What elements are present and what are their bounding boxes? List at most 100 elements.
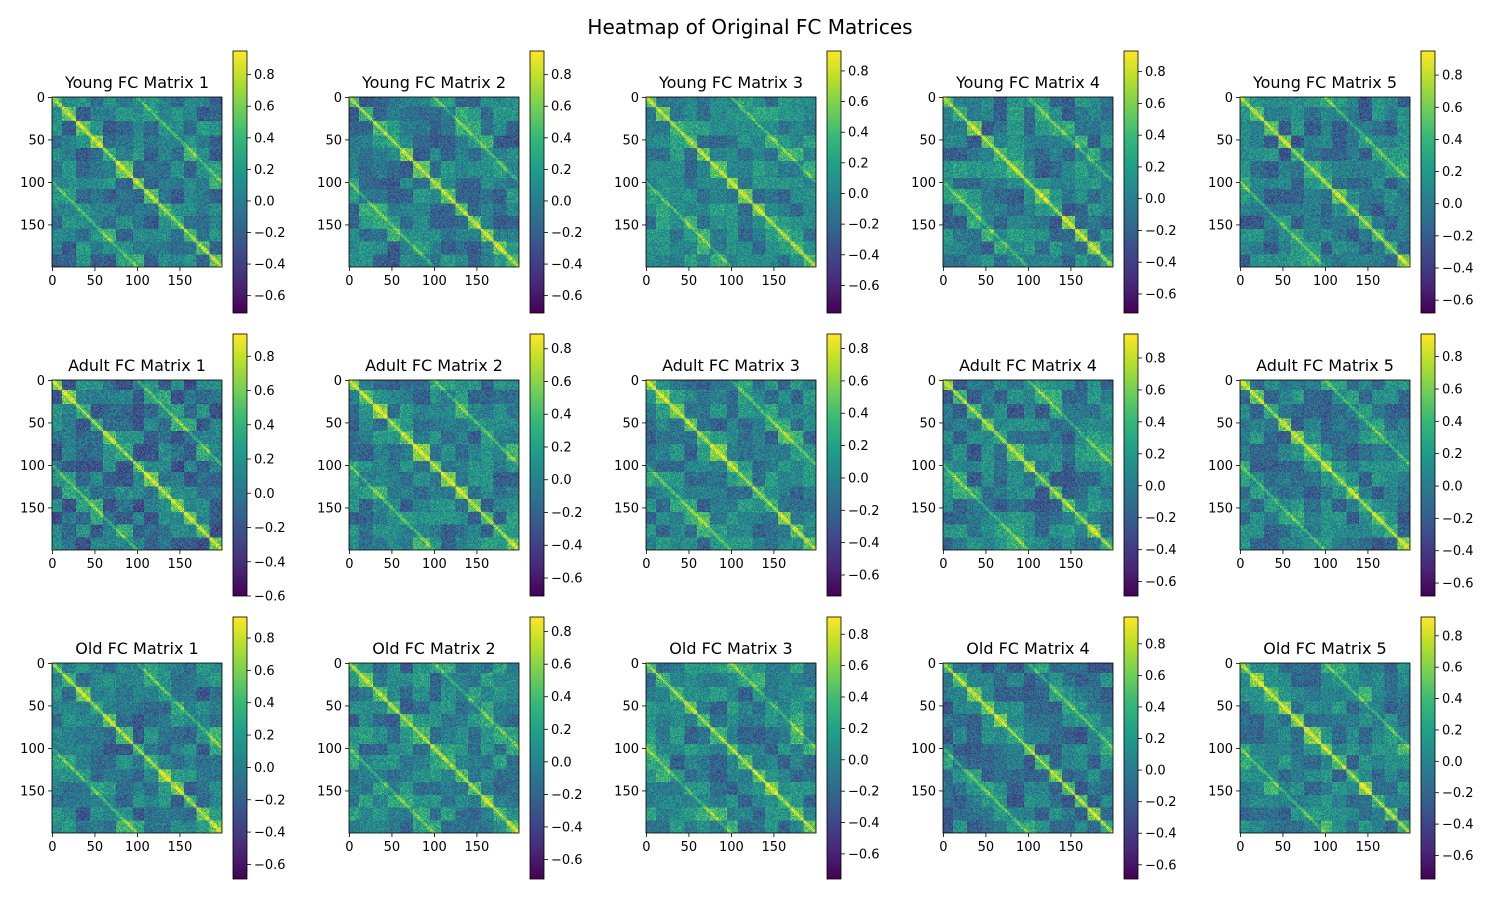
- axes-frame: [51, 379, 223, 551]
- y-tick-label: 50: [28, 133, 45, 148]
- colorbar-tick-label: 0.4: [254, 696, 275, 711]
- y-tick-label: 100: [614, 176, 639, 191]
- heatmap-panel: Old FC Matrix 4 0 50 100 150 0 50 100 150 −0.6 −0.…: [911, 616, 1177, 880]
- y-tick-label: 50: [919, 699, 936, 714]
- colorbar-tick-label: −0.4: [1145, 827, 1177, 842]
- x-tick-label: 50: [1275, 274, 1292, 289]
- heatmap-panel: Young FC Matrix 5 0 50 100 150 0 50 100 150 −0.6 −…: [1208, 50, 1474, 314]
- x-tick-label: 100: [125, 840, 150, 855]
- x-tick-label: 100: [719, 274, 744, 289]
- y-tick-label: 150: [20, 218, 45, 233]
- colorbar-tick-label: −0.4: [254, 258, 286, 273]
- heatmap-image: [646, 97, 816, 267]
- y-tick-label: 0: [334, 91, 342, 106]
- colorbar-tick-label: −0.6: [1442, 294, 1474, 309]
- y-tick-label: 100: [911, 459, 936, 474]
- y-tick-label: 150: [317, 218, 342, 233]
- heatmap-image: [646, 380, 816, 550]
- x-tick-label: 100: [125, 557, 150, 572]
- y-tick-label: 150: [911, 501, 936, 516]
- x-tick-label: 100: [1313, 274, 1338, 289]
- colorbar-tick-label: 0.2: [848, 722, 869, 737]
- colorbar: [1420, 333, 1436, 597]
- colorbar-tick-label: −0.2: [1145, 511, 1177, 526]
- axes-frame: [51, 662, 223, 834]
- panel-title: Old FC Matrix 1: [75, 639, 198, 658]
- colorbar-tick-label: 0.0: [551, 473, 572, 488]
- axes-frame: [942, 662, 1114, 834]
- heatmap-panel: Adult FC Matrix 4 0 50 100 150 0 50 100 150 −0.6 −…: [911, 333, 1177, 597]
- x-tick-label: 150: [168, 840, 193, 855]
- heatmap-image: [1240, 663, 1410, 833]
- y-tick-label: 50: [919, 416, 936, 431]
- x-tick-label: 50: [978, 840, 995, 855]
- panel-title: Young FC Matrix 3: [658, 73, 803, 92]
- colorbar-tick-label: 0.0: [1442, 755, 1463, 770]
- colorbar-tick-label: −0.4: [1145, 256, 1177, 271]
- colorbar-tick-label: 0.6: [1145, 97, 1166, 112]
- colorbar-tick-label: 0.4: [1145, 700, 1166, 715]
- colorbar-tick-label: −0.6: [848, 847, 880, 862]
- colorbar-tick-label: 0.4: [848, 407, 869, 422]
- y-tick-label: 150: [20, 784, 45, 799]
- heatmap-panel: Adult FC Matrix 3 0 50 100 150 0 50 100 150 −0.6 −…: [614, 333, 880, 597]
- colorbar-tick-label: 0.8: [254, 68, 275, 83]
- colorbar-tick-label: −0.6: [1145, 287, 1177, 302]
- heatmap-panel: Old FC Matrix 5 0 50 100 150 0 50 100 150 −0.6 −0.…: [1208, 616, 1474, 880]
- y-tick-label: 150: [614, 784, 639, 799]
- colorbar-tick-label: −0.6: [1442, 849, 1474, 864]
- colorbar-tick-label: −0.6: [551, 571, 583, 586]
- x-tick-label: 0: [642, 840, 650, 855]
- colorbar-tick-label: 0.8: [254, 632, 275, 647]
- heatmap-image: [52, 97, 222, 267]
- colorbar-tick-label: 0.4: [1145, 415, 1166, 430]
- colorbar-tick-label: −0.6: [551, 289, 583, 304]
- x-tick-label: 100: [422, 840, 447, 855]
- heatmap-image: [52, 380, 222, 550]
- colorbar: [826, 616, 842, 880]
- x-tick-label: 50: [87, 274, 104, 289]
- colorbar-tick-label: −0.6: [551, 853, 583, 868]
- heatmap-panel: Adult FC Matrix 1 0 50 100 150 0 50 100 150 −0.6 −…: [20, 333, 286, 605]
- x-tick-label: 50: [384, 274, 401, 289]
- axes-frame: [348, 96, 520, 268]
- colorbar-tick-label: −0.4: [254, 555, 286, 570]
- y-tick-label: 150: [317, 784, 342, 799]
- colorbar-tick-label: −0.4: [551, 258, 583, 273]
- colorbar-tick-label: −0.2: [848, 218, 880, 233]
- colorbar-tick-label: 0.6: [1442, 382, 1463, 397]
- x-tick-label: 100: [719, 557, 744, 572]
- axes-frame: [1239, 379, 1411, 551]
- colorbar-tick-label: 0.0: [1442, 480, 1463, 495]
- heatmap-image: [943, 663, 1113, 833]
- panel-title: Young FC Matrix 2: [361, 73, 506, 92]
- colorbar-tick-label: 0.2: [1145, 160, 1166, 175]
- colorbar: [529, 50, 545, 314]
- x-tick-label: 150: [1059, 557, 1084, 572]
- colorbar-tick-label: 0.8: [848, 64, 869, 79]
- y-tick-label: 0: [37, 91, 45, 106]
- x-tick-label: 150: [762, 840, 787, 855]
- colorbar-tick-label: −0.2: [1442, 229, 1474, 244]
- colorbar-tick-label: −0.2: [848, 785, 880, 800]
- colorbar-tick-label: 0.0: [848, 187, 869, 202]
- y-tick-label: 50: [622, 699, 639, 714]
- colorbar-tick-label: 0.2: [1145, 447, 1166, 462]
- y-tick-label: 50: [325, 133, 342, 148]
- heatmap-image: [1240, 380, 1410, 550]
- y-tick-label: 100: [911, 742, 936, 757]
- colorbar-tick-label: 0.0: [254, 194, 275, 209]
- x-tick-label: 100: [422, 274, 447, 289]
- x-tick-label: 150: [762, 557, 787, 572]
- x-tick-label: 100: [1016, 840, 1041, 855]
- y-tick-label: 0: [928, 657, 936, 672]
- colorbar-tick-label: 0.8: [551, 625, 572, 640]
- colorbar-tick-label: 0.4: [1145, 129, 1166, 144]
- panel-title: Young FC Matrix 1: [64, 73, 209, 92]
- heatmap-panel: Young FC Matrix 4 0 50 100 150 0 50 100 150 −0.6 −…: [911, 50, 1177, 314]
- colorbar-tick-label: −0.4: [1442, 544, 1474, 559]
- panel-title: Adult FC Matrix 2: [365, 356, 503, 375]
- colorbar-tick-label: 0.6: [254, 664, 275, 679]
- colorbar-tick-label: 0.2: [551, 163, 572, 178]
- x-tick-label: 100: [719, 840, 744, 855]
